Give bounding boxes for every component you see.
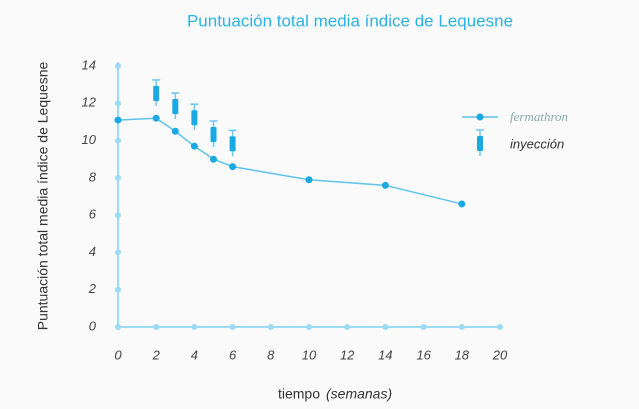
x-tick-label: 10 xyxy=(302,347,317,362)
x-tick-mark xyxy=(191,324,198,330)
data-point xyxy=(171,127,179,135)
x-tick-label: 8 xyxy=(267,347,275,362)
syringe-body xyxy=(153,85,160,101)
syringe-body xyxy=(229,136,236,152)
x-axis-label: tiempo xyxy=(278,386,320,402)
injection-marker xyxy=(171,92,180,120)
x-tick-label: 4 xyxy=(191,347,198,362)
legend-label: fermathron xyxy=(510,109,568,124)
syringe-body xyxy=(477,136,483,151)
x-tick-label: 14 xyxy=(378,347,392,362)
y-tick-label: 2 xyxy=(88,281,97,296)
x-tick-mark xyxy=(382,324,389,330)
data-point xyxy=(458,200,466,208)
y-tick-mark xyxy=(115,249,121,256)
x-tick-label: 20 xyxy=(492,347,508,362)
chart-title: Puntuación total media índice de Lequesn… xyxy=(187,11,513,30)
data-point xyxy=(305,176,313,184)
y-tick-mark xyxy=(115,286,121,293)
x-tick-mark xyxy=(267,324,274,330)
x-tick-mark xyxy=(115,324,121,330)
x-tick-label: 12 xyxy=(340,347,355,362)
y-tick-mark xyxy=(115,63,121,69)
x-tick-mark xyxy=(344,324,351,330)
injection-marker xyxy=(228,129,237,157)
legend-label: inyección xyxy=(510,136,564,151)
x-tick-label: 6 xyxy=(229,347,237,362)
syringe-body xyxy=(191,110,198,126)
data-point xyxy=(381,181,389,189)
x-tick-label: 18 xyxy=(455,347,470,362)
injection-marker xyxy=(190,103,199,131)
injection-marker xyxy=(209,120,218,147)
data-point xyxy=(114,116,122,124)
data-point xyxy=(210,155,217,163)
syringe-body xyxy=(210,126,217,142)
x-tick-mark xyxy=(229,324,236,330)
x-tick-mark xyxy=(306,324,312,330)
x-tick-label: 16 xyxy=(416,347,431,362)
data-point xyxy=(229,163,237,171)
data-point xyxy=(152,114,160,122)
data-point xyxy=(190,142,198,150)
x-tick-label: 0 xyxy=(114,347,122,362)
x-axis-unit: (semanas) xyxy=(326,386,392,402)
y-tick-label: 12 xyxy=(82,95,97,110)
legend-swatch xyxy=(476,129,484,156)
x-tick-mark xyxy=(497,324,503,330)
y-tick-label: 0 xyxy=(89,318,97,333)
y-tick-mark xyxy=(115,174,121,181)
y-tick-label: 4 xyxy=(89,244,96,259)
y-tick-label: 8 xyxy=(89,169,97,184)
injection-marker xyxy=(152,79,161,106)
y-tick-mark xyxy=(115,212,121,219)
y-tick-label: 10 xyxy=(82,132,97,147)
y-tick-label: 14 xyxy=(82,57,96,72)
y-axis-label: Puntuación total media índice de Lequesn… xyxy=(35,62,51,331)
x-tick-mark xyxy=(420,324,427,330)
x-tick-label: 2 xyxy=(152,347,161,362)
syringe-body xyxy=(172,99,179,115)
x-tick-mark xyxy=(153,324,160,330)
y-tick-mark xyxy=(115,137,121,144)
y-tick-label: 6 xyxy=(89,207,97,222)
y-tick-mark xyxy=(115,100,121,107)
legend-swatch-dot xyxy=(476,113,484,121)
x-tick-mark xyxy=(458,324,465,330)
